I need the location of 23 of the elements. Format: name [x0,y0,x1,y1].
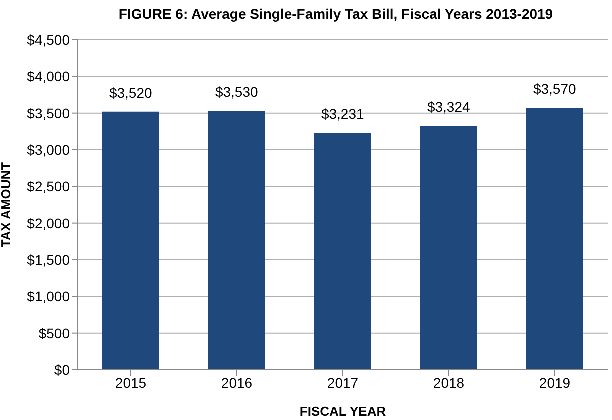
data-label: $3,324 [427,99,470,116]
y-axis-title: TAX AMOUNT [0,162,14,248]
data-label: $3,530 [215,84,258,100]
chart-title: FIGURE 6: Average Single-Family Tax Bill, Fiscal Years 2013-2019 [118,6,554,22]
y-tick-label: $0 [54,362,70,378]
data-label: $3,231 [321,106,364,122]
y-tick-label: $2,000 [27,215,70,232]
y-tick-label: $1,000 [27,288,70,305]
x-tick-label: 2018 [433,374,465,391]
y-tick-label: $4,500 [27,32,70,48]
y-tick-label: $4,000 [27,68,70,85]
x-tick-label: 2019 [539,374,571,391]
y-tick-label: $2,500 [27,178,70,195]
x-tick-label: 2016 [221,374,253,391]
x-axis-title: FISCAL YEAR [300,404,387,419]
y-tick-label: $3,500 [27,105,70,122]
data-label: $3,570 [533,81,576,98]
y-tick-label: $1,500 [27,252,70,268]
y-tick-label: $3,000 [27,142,70,158]
x-tick-label: 2017 [327,374,359,391]
y-tick-label: $500 [38,325,70,342]
x-tick-label: 2015 [115,374,147,391]
data-label: $3,520 [109,84,152,101]
